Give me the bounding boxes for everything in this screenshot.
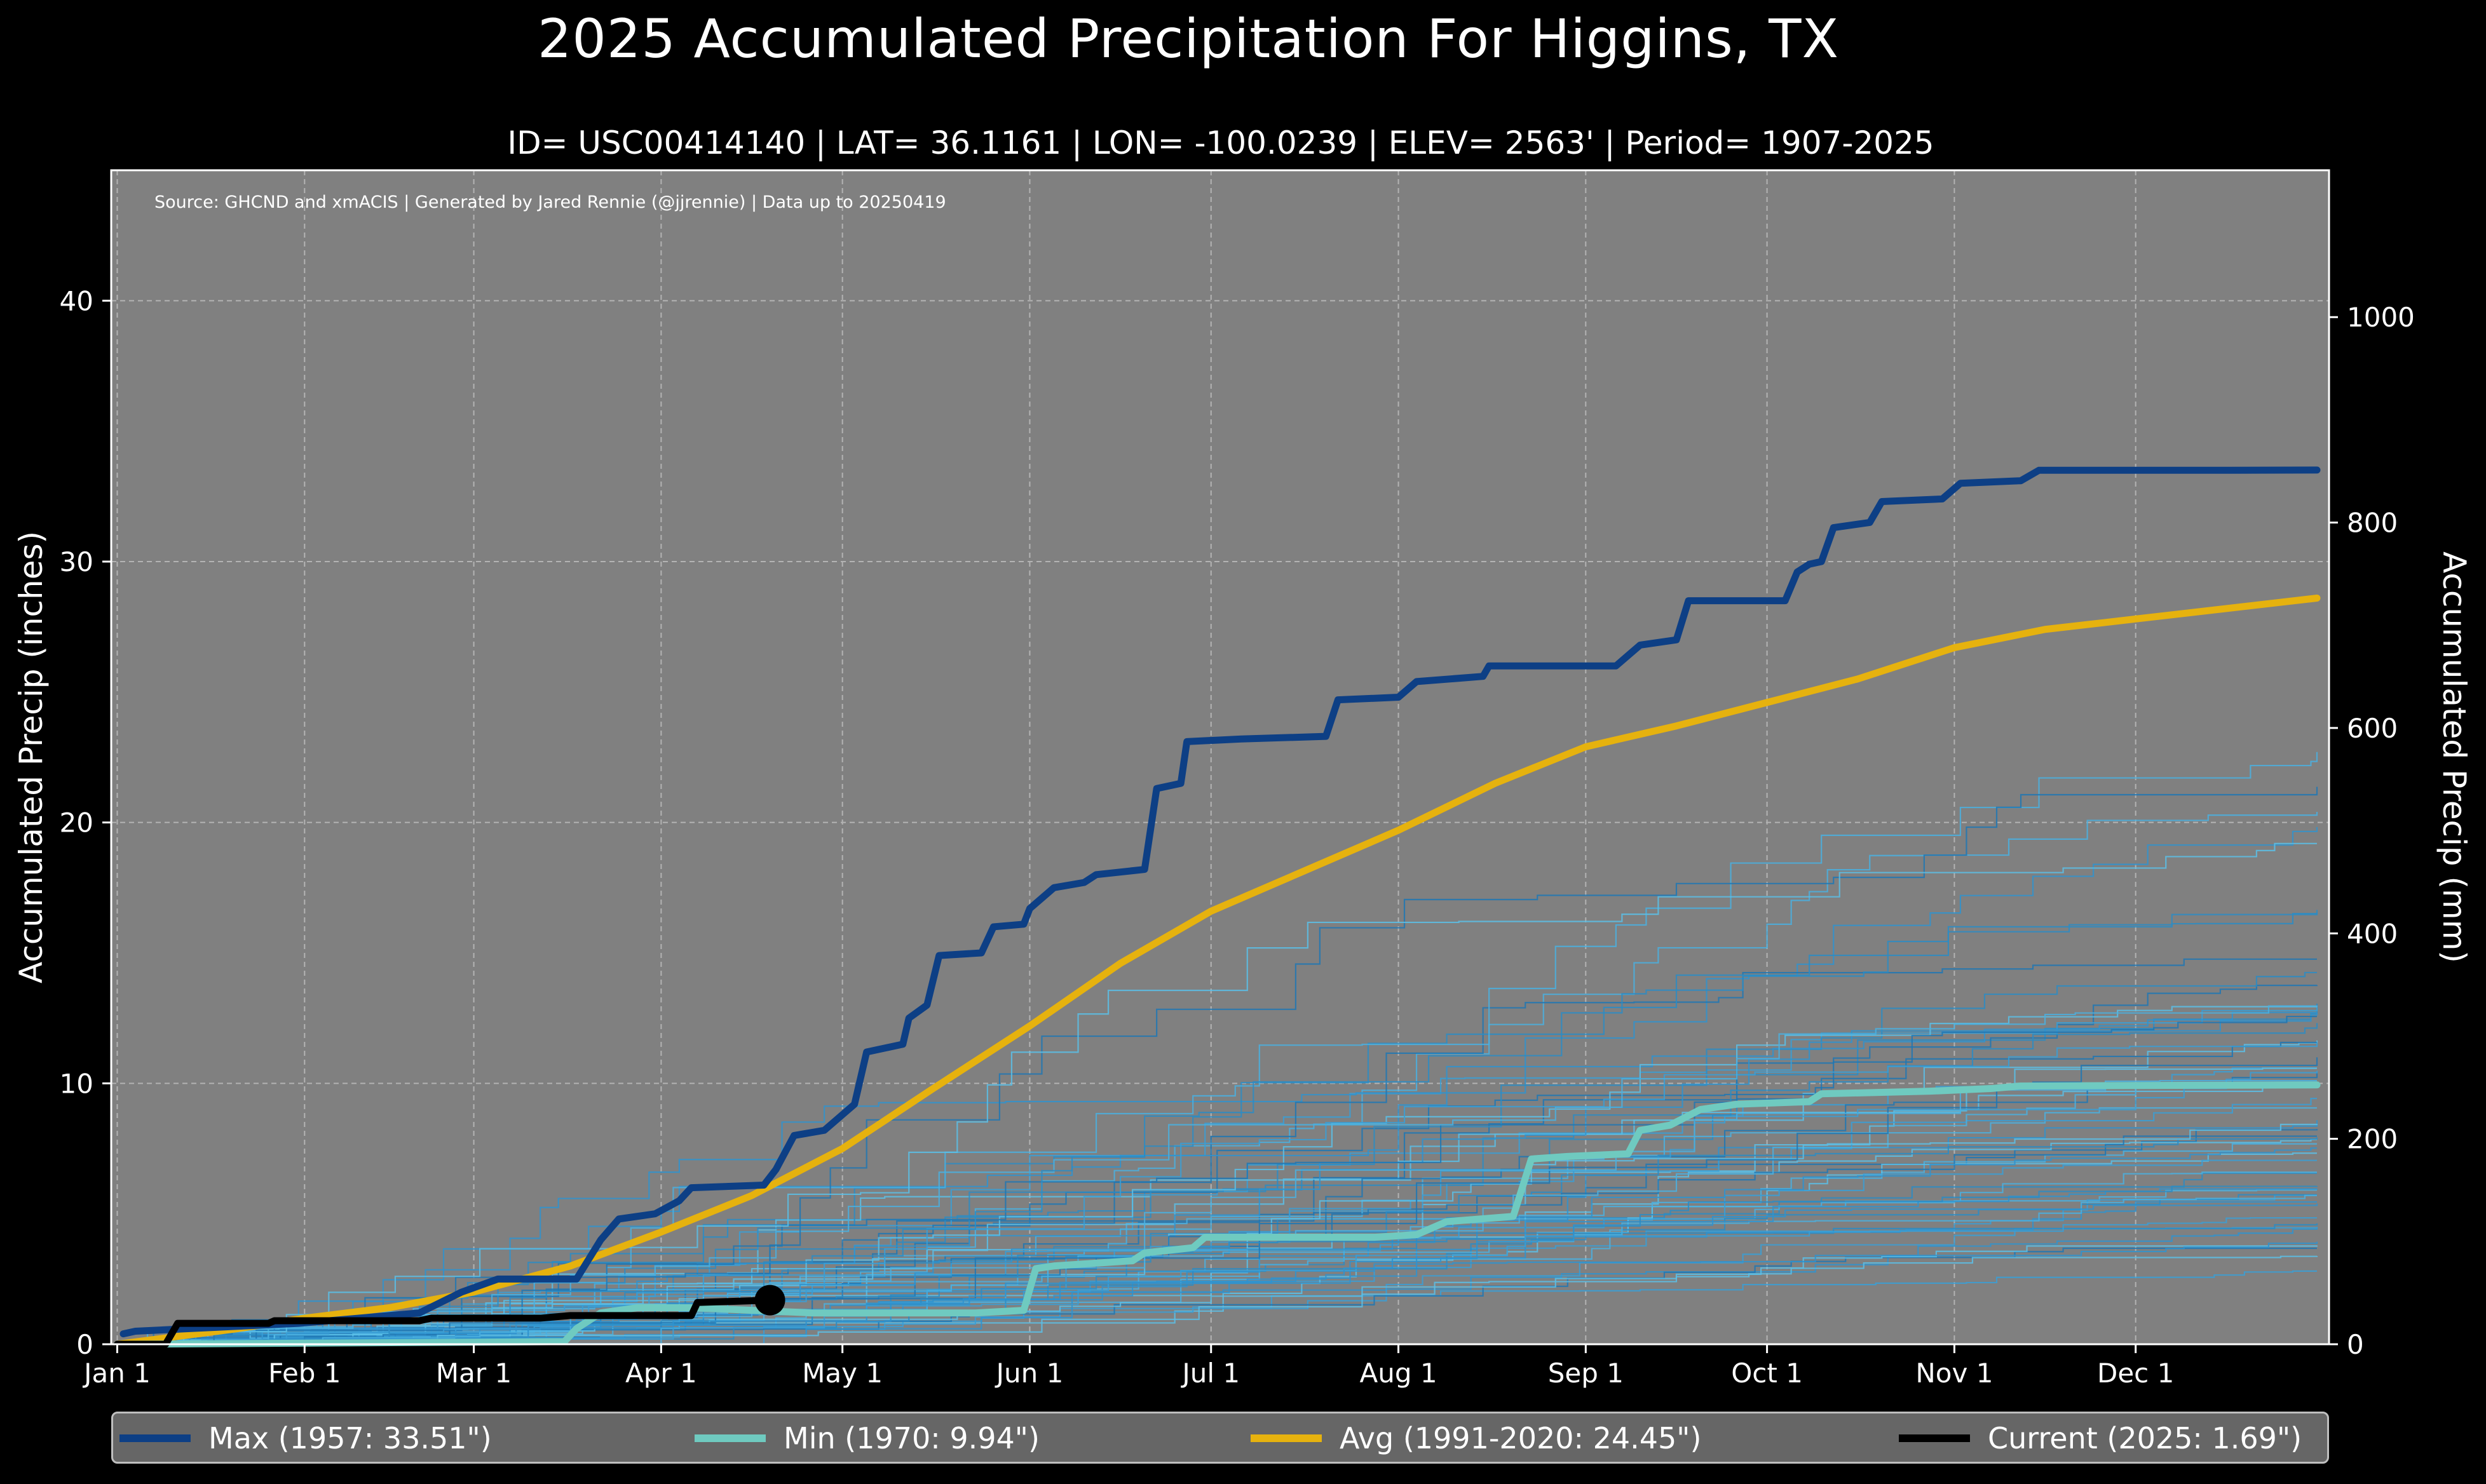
legend-item-min: Min (1970: 9.94") (695, 1413, 1040, 1463)
historical-year-line (117, 958, 2317, 1346)
y-tick-label-right: 200 (2347, 1124, 2398, 1155)
historical-year-line (117, 1080, 2317, 1346)
x-tick-label: Nov 1 (1915, 1358, 1993, 1389)
historical-year-lines (117, 752, 2318, 1346)
y-tick-label-left: 40 (60, 285, 93, 316)
x-tick-label: Apr 1 (625, 1358, 697, 1389)
legend-swatch-avg (1251, 1434, 1322, 1442)
historical-year-line (117, 1040, 2318, 1346)
x-tick-label: Jun 1 (995, 1358, 1064, 1389)
historical-year-line (117, 1143, 2317, 1346)
legend-label-min: Min (1970: 9.94") (784, 1421, 1040, 1455)
plot-frame (110, 169, 2330, 1346)
historical-year-line (117, 1005, 2318, 1346)
legend-label-max: Max (1957: 33.51") (208, 1421, 492, 1455)
legend-label-avg: Avg (1991-2020: 24.45") (1340, 1421, 1702, 1455)
series-min-line (114, 1081, 2321, 1348)
legend-item-avg: Avg (1991-2020: 24.45") (1251, 1413, 1701, 1463)
x-tick-label: Jan 1 (82, 1358, 151, 1389)
source-note: Source: GHCND and xmACIS | Generated by … (154, 192, 946, 212)
x-tick-label: Jul 1 (1180, 1358, 1240, 1389)
chart-title: 2025 Accumulated Precipitation For Higgi… (537, 8, 1839, 70)
historical-year-line (117, 826, 2318, 1346)
y-tick-label-left: 0 (76, 1329, 93, 1360)
historical-year-line (117, 1011, 2317, 1346)
y-tick-label-left: 10 (60, 1068, 93, 1099)
historical-year-line (117, 1245, 2318, 1346)
axes: Jan 1 Feb 1 Mar 1 Apr 1 May 1 Jun 1 Jul 1 Aug 1… (60, 285, 2415, 1389)
series-lines (114, 466, 2321, 1348)
y-axis-label-left: Accumulated Precip (inches) (13, 531, 50, 983)
historical-year-line (117, 1194, 2317, 1346)
historical-year-line (117, 1247, 2317, 1346)
y-tick-label-right: 0 (2347, 1329, 2364, 1360)
chart-subtitle: ID= USC00414140 | LAT= 36.1161 | LON= -1… (507, 125, 1934, 161)
legend: Max (1957: 33.51") Min (1970: 9.94") Avg… (111, 1412, 2329, 1464)
y-tick-label-right: 1000 (2347, 302, 2415, 333)
historical-year-line (117, 1194, 2317, 1346)
current-end-marker (754, 1285, 785, 1316)
series-avg-line (114, 594, 2321, 1348)
historical-year-line (117, 1217, 2317, 1346)
y-tick-label-left: 30 (60, 546, 93, 577)
historical-year-line (117, 1241, 2318, 1346)
historical-year-line (117, 1203, 2318, 1346)
x-tick-label: Oct 1 (1731, 1358, 1803, 1389)
historical-year-line (117, 1123, 2318, 1346)
y-tick-label-right: 600 (2347, 713, 2398, 744)
x-tick-label: Feb 1 (268, 1358, 341, 1389)
historical-year-line (117, 786, 2318, 1346)
legend-swatch-min (695, 1434, 766, 1442)
historical-year-line (117, 1042, 2318, 1346)
plot-area (111, 170, 2329, 1344)
x-tick-label: Aug 1 (1359, 1358, 1437, 1389)
legend-swatch-current (1899, 1434, 1970, 1442)
series-current-line (114, 1297, 774, 1348)
x-tick-label: Mar 1 (436, 1358, 512, 1389)
legend-item-current: Current (2025: 1.69") (1899, 1413, 2302, 1463)
x-tick-label: May 1 (802, 1358, 883, 1389)
x-tick-label: Sep 1 (1548, 1358, 1624, 1389)
series-max-line (119, 466, 2321, 1338)
legend-item-max: Max (1957: 33.51") (119, 1413, 492, 1463)
historical-year-line (117, 842, 2317, 1346)
x-tick-label: Dec 1 (2097, 1358, 2174, 1389)
y-tick-label-right: 400 (2347, 918, 2398, 949)
historical-year-line (117, 1006, 2317, 1346)
y-axis-label-right: Accumulated Precip (mm) (2436, 551, 2473, 963)
historical-year-line (117, 910, 2318, 1346)
y-tick-label-right: 800 (2347, 508, 2398, 539)
legend-label-current: Current (2025: 1.69") (1988, 1421, 2302, 1455)
legend-swatch-max (119, 1434, 191, 1442)
historical-year-line (117, 912, 2318, 1346)
y-tick-label-left: 20 (60, 807, 93, 839)
